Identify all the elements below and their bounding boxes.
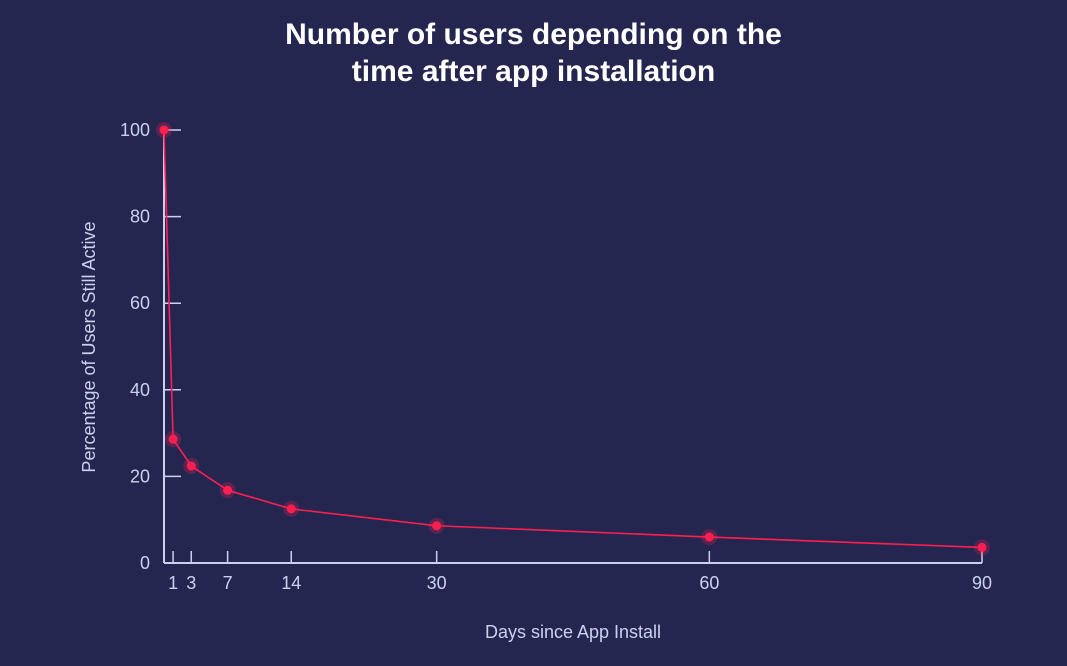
y-tick-label: 20: [130, 466, 150, 486]
data-point: [286, 504, 296, 514]
data-point: [977, 542, 987, 552]
x-tick-label: 14: [281, 573, 301, 593]
x-tick-label: 1: [168, 573, 178, 593]
y-tick-label: 60: [130, 293, 150, 313]
chart-title-line-1: Number of users depending on the: [285, 18, 782, 51]
chart-title: Number of users depending on the time af…: [0, 16, 1067, 90]
data-point: [704, 532, 714, 542]
data-point: [186, 461, 196, 471]
chart-title-line-2: time after app installation: [351, 55, 716, 88]
x-tick-label: 90: [972, 573, 992, 593]
y-tick-label: 40: [130, 380, 150, 400]
y-axis-title: Percentage of Users Still Active: [79, 221, 99, 472]
x-axis-title: Days since App Install: [485, 622, 661, 642]
x-tick-label: 60: [699, 573, 719, 593]
data-point: [432, 521, 442, 531]
x-tick-label: 30: [427, 573, 447, 593]
y-tick-label: 0: [140, 553, 150, 573]
x-tick-label: 3: [186, 573, 196, 593]
series-line: [163, 129, 983, 549]
data-point: [168, 434, 178, 444]
y-tick-label: 100: [120, 120, 150, 140]
data-point: [159, 125, 169, 135]
data-point: [223, 485, 233, 495]
x-tick-label: 7: [223, 573, 233, 593]
y-tick-label: 80: [130, 207, 150, 227]
